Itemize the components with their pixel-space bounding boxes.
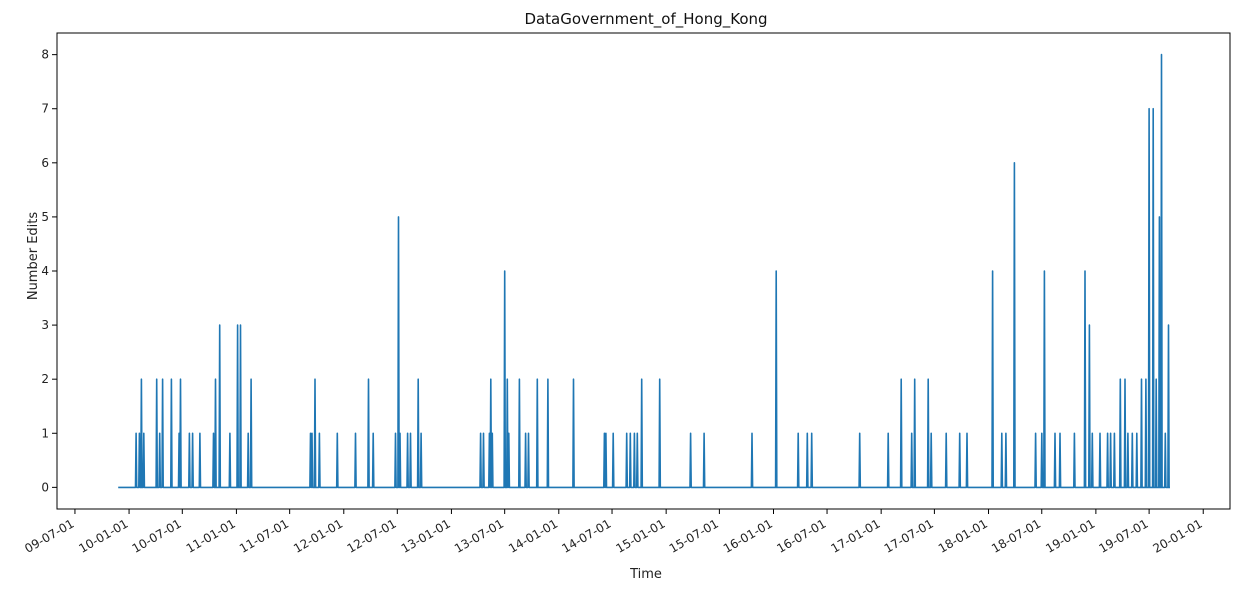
x-axis: 09-07-01 10-01-01 10-07-01 11-01-01 11-07-01… <box>22 509 1205 556</box>
plot-area <box>118 53 1170 489</box>
x-tick-label: 10-01-01 <box>76 516 130 555</box>
y-tick-label: 8 <box>41 48 49 62</box>
x-tick-label: 16-01-01 <box>721 516 775 555</box>
x-tick-label: 13-07-01 <box>452 516 506 555</box>
series-line <box>118 53 1170 489</box>
x-axis-label: Time <box>629 567 662 582</box>
x-tick-label: 11-01-01 <box>184 516 238 555</box>
x-tick-label: 09-07-01 <box>22 516 76 555</box>
x-tick-label: 20-01-01 <box>1151 516 1205 555</box>
x-tick-label: 19-07-01 <box>1096 516 1150 555</box>
x-tick-label: 17-07-01 <box>882 516 936 555</box>
x-tick-label: 12-01-01 <box>291 516 345 555</box>
y-tick-label: 4 <box>41 264 49 278</box>
y-tick-label: 0 <box>41 480 49 494</box>
x-tick-label: 15-01-01 <box>613 516 667 555</box>
y-tick-label: 7 <box>41 102 49 116</box>
x-tick-label: 18-07-01 <box>989 516 1043 555</box>
x-tick-label: 16-07-01 <box>774 516 828 555</box>
x-tick-label: 19-01-01 <box>1043 516 1097 555</box>
x-tick-label: 14-07-01 <box>559 516 613 555</box>
x-tick-label: 18-01-01 <box>936 516 990 555</box>
y-axis: 0 1 2 3 4 5 6 7 8 <box>41 48 57 494</box>
x-tick-label: 13-01-01 <box>399 516 453 555</box>
chart-title: DataGovernment_of_Hong_Kong <box>524 10 767 29</box>
y-tick-label: 1 <box>41 426 49 440</box>
x-tick-label: 12-07-01 <box>345 516 399 555</box>
y-tick-label: 6 <box>41 156 49 170</box>
y-tick-label: 5 <box>41 210 49 224</box>
y-tick-label: 2 <box>41 372 49 386</box>
x-tick-label: 15-07-01 <box>667 516 721 555</box>
x-tick-label: 17-01-01 <box>828 516 882 555</box>
x-tick-label: 10-07-01 <box>130 516 184 555</box>
y-axis-label: Number Edits <box>26 212 41 301</box>
x-tick-label: 14-01-01 <box>506 516 560 555</box>
axes-frame <box>56 32 1231 510</box>
y-tick-label: 3 <box>41 318 49 332</box>
x-tick-label: 11-07-01 <box>237 516 291 555</box>
